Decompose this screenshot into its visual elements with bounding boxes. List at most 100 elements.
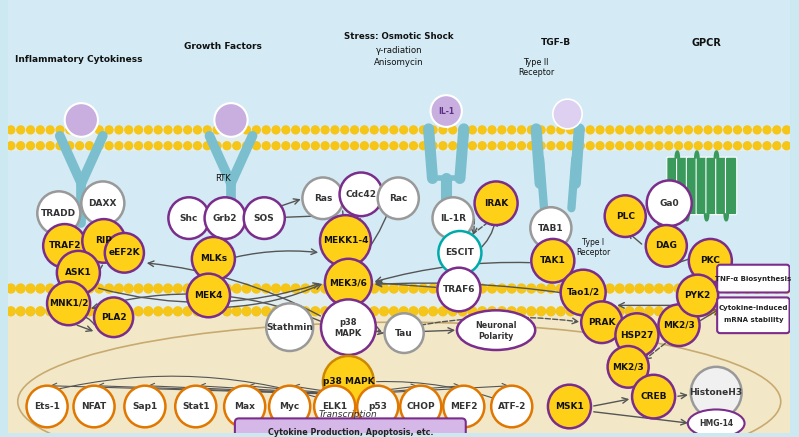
Text: MAPK: MAPK (335, 329, 362, 338)
Circle shape (655, 126, 663, 134)
Circle shape (468, 284, 477, 293)
Circle shape (527, 307, 535, 316)
Circle shape (537, 284, 546, 293)
Text: RTK: RTK (215, 173, 231, 183)
Circle shape (281, 307, 290, 316)
Circle shape (203, 307, 212, 316)
Circle shape (380, 142, 388, 150)
Circle shape (419, 284, 427, 293)
Circle shape (581, 302, 622, 343)
Circle shape (56, 284, 65, 293)
Circle shape (262, 126, 270, 134)
FancyBboxPatch shape (8, 127, 789, 151)
Text: IRAK: IRAK (484, 199, 508, 208)
Circle shape (213, 142, 221, 150)
Circle shape (204, 126, 211, 134)
Circle shape (527, 284, 535, 293)
Circle shape (547, 142, 555, 150)
Circle shape (488, 126, 496, 134)
Circle shape (233, 307, 241, 316)
Text: MEK4: MEK4 (194, 291, 223, 300)
Circle shape (38, 191, 81, 235)
Circle shape (635, 307, 644, 316)
Circle shape (66, 142, 74, 150)
Circle shape (537, 126, 545, 134)
Circle shape (213, 307, 221, 316)
Circle shape (674, 126, 682, 134)
Circle shape (125, 142, 133, 150)
Circle shape (350, 307, 359, 316)
Circle shape (95, 126, 103, 134)
Circle shape (783, 126, 790, 134)
Circle shape (360, 126, 368, 134)
Circle shape (694, 307, 702, 316)
Circle shape (595, 307, 605, 316)
Text: Stathmin: Stathmin (266, 323, 313, 332)
Circle shape (626, 142, 634, 150)
Circle shape (331, 142, 339, 150)
Circle shape (26, 126, 34, 134)
Circle shape (183, 307, 192, 316)
Text: GPCR: GPCR (691, 38, 721, 48)
Circle shape (400, 284, 408, 293)
Circle shape (272, 142, 280, 150)
Circle shape (691, 367, 741, 418)
Circle shape (311, 284, 320, 293)
Circle shape (566, 126, 574, 134)
Circle shape (36, 307, 45, 316)
Circle shape (400, 126, 407, 134)
Circle shape (409, 307, 418, 316)
Text: TRAF6: TRAF6 (443, 285, 475, 294)
Circle shape (114, 307, 123, 316)
Circle shape (606, 284, 614, 293)
Circle shape (547, 307, 555, 316)
Circle shape (684, 284, 693, 293)
Circle shape (57, 251, 100, 295)
Circle shape (115, 126, 123, 134)
Circle shape (409, 284, 418, 293)
Circle shape (586, 126, 594, 134)
Circle shape (498, 307, 507, 316)
Circle shape (134, 126, 142, 134)
Circle shape (125, 126, 133, 134)
Circle shape (134, 307, 143, 316)
Circle shape (773, 307, 781, 316)
Circle shape (105, 284, 113, 293)
Circle shape (606, 307, 614, 316)
Circle shape (26, 284, 35, 293)
Circle shape (153, 307, 162, 316)
Circle shape (16, 284, 25, 293)
Circle shape (380, 126, 388, 134)
Circle shape (360, 284, 369, 293)
Circle shape (144, 284, 153, 293)
Circle shape (46, 307, 54, 316)
Text: Ets-1: Ets-1 (34, 402, 60, 411)
Circle shape (262, 284, 271, 293)
Circle shape (66, 284, 74, 293)
Text: p38: p38 (340, 318, 357, 327)
Circle shape (694, 126, 702, 134)
Circle shape (205, 197, 245, 239)
Circle shape (527, 142, 535, 150)
Text: ELK1: ELK1 (322, 402, 348, 411)
Circle shape (782, 284, 791, 293)
Text: ASK1: ASK1 (65, 268, 92, 277)
FancyBboxPatch shape (706, 157, 718, 215)
Circle shape (498, 284, 507, 293)
Circle shape (105, 126, 113, 134)
Text: γ-radiation: γ-radiation (376, 45, 423, 55)
Circle shape (154, 142, 162, 150)
Text: CHOP: CHOP (407, 402, 435, 411)
Circle shape (429, 307, 438, 316)
Circle shape (222, 307, 232, 316)
Circle shape (674, 307, 683, 316)
Text: ATF-2: ATF-2 (498, 402, 526, 411)
Circle shape (341, 142, 348, 150)
Text: Ga0: Ga0 (659, 199, 679, 208)
Text: TNF-α Biosynthesis: TNF-α Biosynthesis (715, 276, 792, 281)
Text: Cdc42: Cdc42 (346, 190, 376, 199)
Text: MK2/3: MK2/3 (663, 321, 695, 329)
Circle shape (586, 307, 594, 316)
Text: PYK2: PYK2 (685, 291, 711, 300)
Circle shape (312, 142, 319, 150)
